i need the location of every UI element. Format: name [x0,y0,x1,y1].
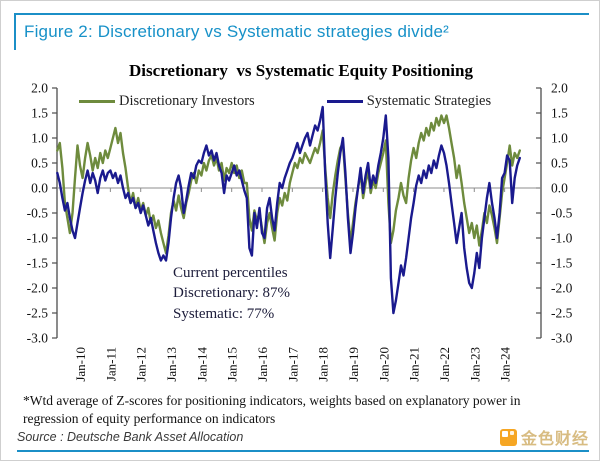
svg-text:Jan-22: Jan-22 [437,347,452,382]
svg-text:-3.0: -3.0 [27,331,49,346]
annotation-line-1: Current percentiles [173,265,288,281]
svg-text:Jan-16: Jan-16 [255,347,270,382]
svg-text:0.0: 0.0 [31,181,48,196]
svg-text:Jan-21: Jan-21 [407,347,422,382]
systematic-line-swatch-icon [326,100,363,103]
svg-text:Jan-20: Jan-20 [376,347,391,382]
svg-text:Jan-11: Jan-11 [103,347,118,381]
chart-legend: Discretionary Investors Systematic Strat… [79,93,491,110]
discretionary-line-swatch-icon [79,100,115,103]
svg-text:1.5: 1.5 [31,106,48,121]
figure-title: Figure 2: Discretionary vs Systematic st… [24,22,450,41]
svg-text:-2.5: -2.5 [27,306,49,321]
legend-item-discretionary: Discretionary Investors [79,93,255,110]
svg-text:Jan-18: Jan-18 [316,347,331,382]
source-label: Source : Deutsche Bank Asset Allocation [17,430,244,444]
annotation-line-2: Discretionary: 87% [173,285,291,302]
svg-text:Jan-23: Jan-23 [467,347,482,382]
legend-item-systematic: Systematic Strategies [326,93,492,110]
top-divider [14,13,589,15]
chart-area: Discretionary vs Systematic Equity Posit… [15,61,587,391]
svg-text:-2.0: -2.0 [27,281,49,296]
svg-text:-1.5: -1.5 [27,256,49,271]
legend-label-discretionary: Discretionary Investors [119,93,255,109]
svg-text:-1.5: -1.5 [551,256,573,271]
header-accent-bar [14,13,16,50]
svg-text:2.0: 2.0 [31,83,48,96]
chart-title: Discretionary vs Systematic Equity Posit… [129,61,473,80]
svg-text:-1.0: -1.0 [27,231,49,246]
line-chart: 2.0 2.0 1.5 1.5 1.0 1.0 0.5 0.5 0.0 0.0 -0.5 -0.5 -1… [27,83,573,382]
svg-text:-0.5: -0.5 [551,206,573,221]
svg-text:-2.0: -2.0 [551,281,573,296]
svg-text:Jan-17: Jan-17 [285,347,300,382]
svg-text:1.0: 1.0 [31,131,48,146]
bottom-divider [17,450,589,452]
svg-text:0.5: 0.5 [551,156,568,171]
svg-text:Jan-13: Jan-13 [164,347,179,382]
footnote: *Wtd average of Z-scores for positioning… [23,393,521,426]
svg-text:Jan-10: Jan-10 [73,347,88,382]
svg-text:Jan-14: Jan-14 [194,347,209,382]
svg-text:Jan-12: Jan-12 [134,347,149,382]
svg-text:Jan-19: Jan-19 [346,347,361,382]
legend-label-systematic: Systematic Strategies [366,93,492,109]
jinse-finance-icon [499,428,517,446]
svg-text:-0.5: -0.5 [27,206,49,221]
svg-text:0.0: 0.0 [551,181,568,196]
svg-text:Jan-24: Jan-24 [498,347,513,382]
logo-text: 金色财经 [520,431,589,448]
svg-text:Jan-15: Jan-15 [225,347,240,382]
source-row: Source : Deutsche Bank Asset Allocation … [17,425,589,449]
svg-text:1.0: 1.0 [551,131,568,146]
svg-text:-3.0: -3.0 [551,331,573,346]
annotation-line-3: Systematic: 77% [173,305,275,322]
svg-text:1.5: 1.5 [551,106,568,121]
svg-text:-1.0: -1.0 [551,231,573,246]
jinse-finance-logo: 金色财经 [499,425,589,449]
svg-text:2.0: 2.0 [551,83,568,96]
current-percentiles-annotation: Current percentiles Discretionary: 87% S… [173,263,290,324]
svg-text:0.5: 0.5 [31,156,48,171]
svg-text:-2.5: -2.5 [551,306,573,321]
